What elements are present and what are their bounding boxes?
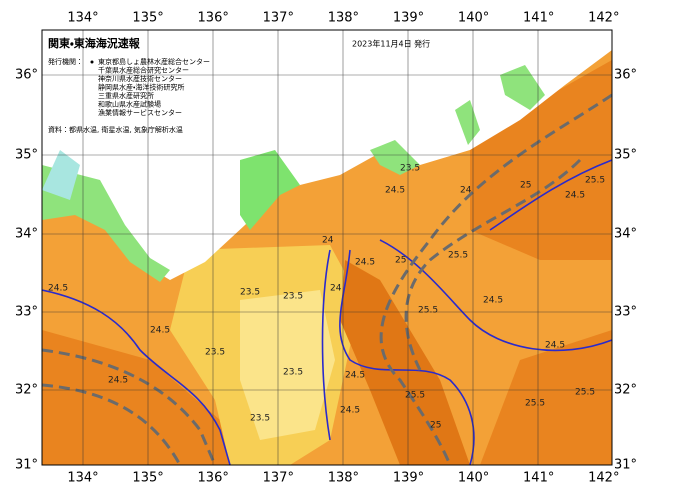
contour-label: 25 — [395, 256, 406, 266]
longitude-label: 135° — [132, 471, 163, 486]
contour-label: 24.5 — [385, 186, 405, 196]
contour-label: 24.5 — [355, 258, 375, 268]
contour-label: 24.5 — [545, 341, 565, 351]
graticule — [42, 30, 612, 465]
longitude-label: 136° — [198, 471, 229, 486]
latitude-label: 36° — [15, 68, 38, 83]
longitude-label: 134° — [67, 471, 98, 486]
longitude-label: 139° — [393, 11, 424, 26]
issuer: 和歌山県水産試験場 — [98, 100, 161, 109]
contour-label: 25 — [520, 181, 531, 191]
longitude-label: 140° — [458, 11, 489, 26]
source: 資料：都県水温, 衛星水温, 気象庁解析水温 — [48, 125, 183, 134]
latitude-label: 33° — [614, 305, 637, 320]
warm-zone — [470, 60, 612, 260]
longitude-label: 142° — [588, 11, 619, 26]
warm-zone — [480, 330, 612, 465]
coastal-water — [42, 150, 80, 200]
contour-label: 25.5 — [525, 399, 545, 409]
bay — [370, 140, 420, 175]
issuers: 東京都島しょ農林水産総合センター千葉県水産総合研究センター神奈川県水産技術センタ… — [90, 57, 210, 117]
contour-label: 23.5 — [283, 368, 303, 378]
bay — [455, 100, 480, 145]
longitude-label: 140° — [458, 471, 489, 486]
longitude-label: 142° — [588, 471, 619, 486]
issue-date: 2023年11月4日 発行 — [352, 39, 430, 49]
issuer: 千葉県水産総合研究センター — [98, 66, 189, 75]
issuer: 神奈川県水産技術センター — [98, 74, 182, 83]
latitude-label: 35° — [614, 148, 637, 163]
contour-label: 23.5 — [283, 292, 303, 302]
contour-label: 24.5 — [48, 284, 68, 294]
longitude-label: 136° — [198, 11, 229, 26]
map-body: 23.5 24.5 24 24.5 24.5 23.5 23.5 23.5 23… — [42, 30, 612, 465]
latitude-label: 36° — [614, 68, 637, 83]
contour-label: 24 — [322, 236, 334, 246]
contour-label: 24.5 — [150, 326, 170, 336]
longitude-label: 141° — [523, 11, 554, 26]
contour-label: 24 — [460, 186, 472, 196]
longitude-label: 139° — [393, 471, 424, 486]
contour-label: 25.5 — [448, 251, 468, 261]
latitude-label: 32° — [15, 383, 38, 398]
warm-band — [340, 260, 470, 465]
latitude-label: 32° — [614, 383, 637, 398]
longitude-label: 137° — [263, 11, 294, 26]
issuer: 漁業情報サービスセンター — [98, 108, 182, 117]
contour-label: 24.5 — [483, 296, 503, 306]
issuer: 三重県水産研究所 — [98, 91, 154, 100]
contour-label: 24.5 — [565, 191, 585, 201]
contour-labels: 23.5 24.5 24 24.5 24.5 23.5 23.5 23.5 23… — [48, 164, 605, 431]
bay — [240, 150, 300, 230]
latitude-label: 31° — [15, 458, 38, 473]
issuer: 静岡県水産・海洋技術研究所 — [98, 83, 184, 92]
issuer: 東京都島しょ農林水産総合センター — [98, 57, 210, 66]
latitude-label: 31° — [614, 458, 637, 473]
contour-label: 23.5 — [250, 414, 270, 424]
longitude-label: 137° — [263, 471, 294, 486]
isotherms — [42, 159, 612, 465]
longitude-label: 138° — [328, 11, 359, 26]
map-frame — [41, 29, 613, 466]
issuers-label: 発行機関： — [48, 57, 83, 66]
warm-zone — [42, 330, 240, 465]
longitude-label: 138° — [328, 471, 359, 486]
contour-label: 23.5 — [240, 288, 260, 298]
latitude-label: 34° — [15, 227, 38, 242]
kuroshio-axis — [42, 93, 612, 465]
longitude-label: 135° — [132, 11, 163, 26]
contour-label: 24.5 — [108, 376, 128, 386]
contour-label: 23.5 — [205, 348, 225, 358]
cool-zone — [240, 290, 335, 440]
contour-label: 23.5 — [400, 164, 420, 174]
title: 関東・東海海況速報 — [48, 36, 141, 50]
contour-label: 25.5 — [418, 306, 438, 316]
contour-label: 24 — [330, 284, 342, 294]
latitude-label: 35° — [15, 148, 38, 163]
longitude-label: 134° — [67, 11, 98, 26]
contour-label: 25.5 — [585, 176, 605, 186]
contour-label: 24.5 — [345, 371, 365, 381]
contour-label: 25.5 — [405, 391, 425, 401]
latitude-label: 34° — [614, 227, 637, 242]
latitude-label: 33° — [15, 305, 38, 320]
coastal-water — [42, 165, 170, 282]
longitude-label: 141° — [523, 471, 554, 486]
bullet — [90, 60, 94, 64]
bay — [500, 65, 545, 110]
contour-label: 25.5 — [575, 388, 595, 398]
contour-label: 25 — [430, 421, 441, 431]
axes: 134° 134° 135° 135° 136° 136° 137° 137° 138° 138°… — [15, 11, 637, 486]
contour-label: 24.5 — [340, 406, 360, 416]
